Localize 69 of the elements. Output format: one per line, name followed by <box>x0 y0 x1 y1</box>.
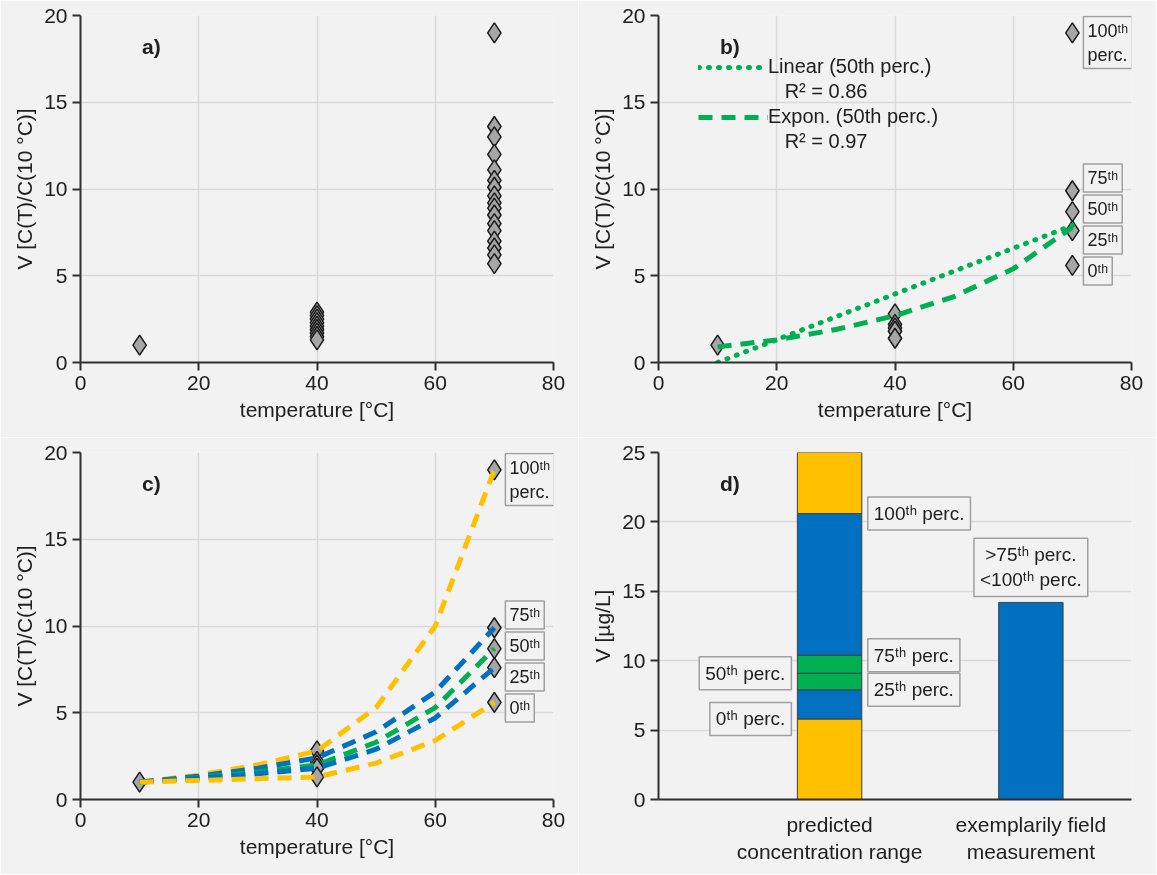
x-tick-label: 0 <box>74 807 87 831</box>
legend-label: Linear (50th perc.) <box>768 55 932 78</box>
y-tick-label: 5 <box>55 263 68 287</box>
y-tick-label: 20 <box>44 440 68 464</box>
y-tick-label: 5 <box>633 718 646 742</box>
x-tick-label: 40 <box>305 807 329 831</box>
annotation: 50ᵗʰ <box>1087 199 1119 220</box>
x-tick-label: 0 <box>652 370 665 394</box>
annotation: 25ᵗʰ <box>509 667 541 688</box>
y-axis-title: V [C(T)/C(10 °C)] <box>591 108 615 270</box>
y-axis-title: V [C(T)/C(10 °C)] <box>13 108 37 270</box>
annotation: 100ᵗʰ perc. <box>509 457 551 502</box>
annotation: 0ᵗʰ <box>1087 261 1109 282</box>
y-tick-label: 10 <box>622 648 646 672</box>
annotation: 75ᵗʰ perc. <box>873 644 954 666</box>
annotation: 100ᵗʰ perc. <box>1087 20 1129 65</box>
y-axis-title: V [C(T)/C(10 °C)] <box>13 545 37 707</box>
annotation: 75ᵗʰ <box>509 605 541 626</box>
y-tick-label: 25 <box>622 440 646 464</box>
x-axis-title: temperature [°C] <box>239 834 395 858</box>
y-tick-label: 15 <box>44 527 68 551</box>
x-tick-label: 80 <box>541 370 566 394</box>
annotation: 100ᵗʰ perc. <box>873 503 965 525</box>
text: d) <box>719 472 740 496</box>
text: a) <box>141 35 161 59</box>
x-tick-label: 60 <box>423 807 447 831</box>
text: b) <box>719 35 740 59</box>
y-tick-label: 0 <box>55 787 68 811</box>
y-tick-label: 0 <box>633 787 646 811</box>
x-tick-label: 0 <box>74 370 87 394</box>
x-tick-label: 20 <box>187 370 211 394</box>
y-tick-label: 10 <box>622 177 646 200</box>
y-tick-label: 15 <box>44 90 68 114</box>
annotation: 50ᵗʰ <box>509 636 541 657</box>
x-tick-label: 20 <box>187 807 211 831</box>
x-tick-label: 40 <box>883 370 907 394</box>
x-tick-label: 80 <box>541 807 566 831</box>
y-tick-label: 15 <box>622 579 646 603</box>
annotation: 0ᵗʰ perc. <box>715 708 786 730</box>
x-axis-title: temperature [°C] <box>239 397 395 421</box>
y-tick-label: 0 <box>633 350 646 374</box>
x-axis-title: temperature [°C] <box>817 397 973 421</box>
y-tick-label: 0 <box>55 350 68 374</box>
y-tick-label: 20 <box>622 3 646 27</box>
y-tick-label: 10 <box>44 614 68 637</box>
annotation: >75ᵗʰ perc. <100ᵗʰ perc. <box>979 544 1082 591</box>
y-tick-label: 20 <box>622 509 646 533</box>
annotation: 50ᵗʰ perc. <box>705 662 786 684</box>
annotation: 75ᵗʰ <box>1087 168 1119 189</box>
text: c) <box>141 472 161 496</box>
annotation: R² = 0.97 <box>783 130 868 153</box>
x-tick-label: 40 <box>305 370 329 394</box>
y-tick-label: 20 <box>44 3 68 27</box>
x-tick-label: 80 <box>1119 370 1144 394</box>
y-tick-label: 5 <box>633 263 646 287</box>
x-tick-label: 60 <box>1001 370 1025 394</box>
annotation: 25ᵗʰ <box>1087 230 1119 251</box>
x-tick-label: exemplarily field measurement <box>955 812 1107 864</box>
y-tick-label: 15 <box>622 90 646 114</box>
y-tick-label: 10 <box>44 177 68 200</box>
x-tick-label: 60 <box>423 370 447 394</box>
annotation: R² = 0.86 <box>783 80 868 103</box>
x-tick-label: predicted concentration range <box>736 812 923 864</box>
y-axis-title: V [µg/L] <box>591 589 615 663</box>
x-tick-label: 20 <box>765 370 789 394</box>
y-tick-label: 5 <box>55 700 68 724</box>
annotation: 25ᵗʰ perc. <box>873 679 954 701</box>
legend-label: Expon. (50th perc.) <box>768 105 939 128</box>
annotation: 0ᵗʰ <box>509 698 531 719</box>
